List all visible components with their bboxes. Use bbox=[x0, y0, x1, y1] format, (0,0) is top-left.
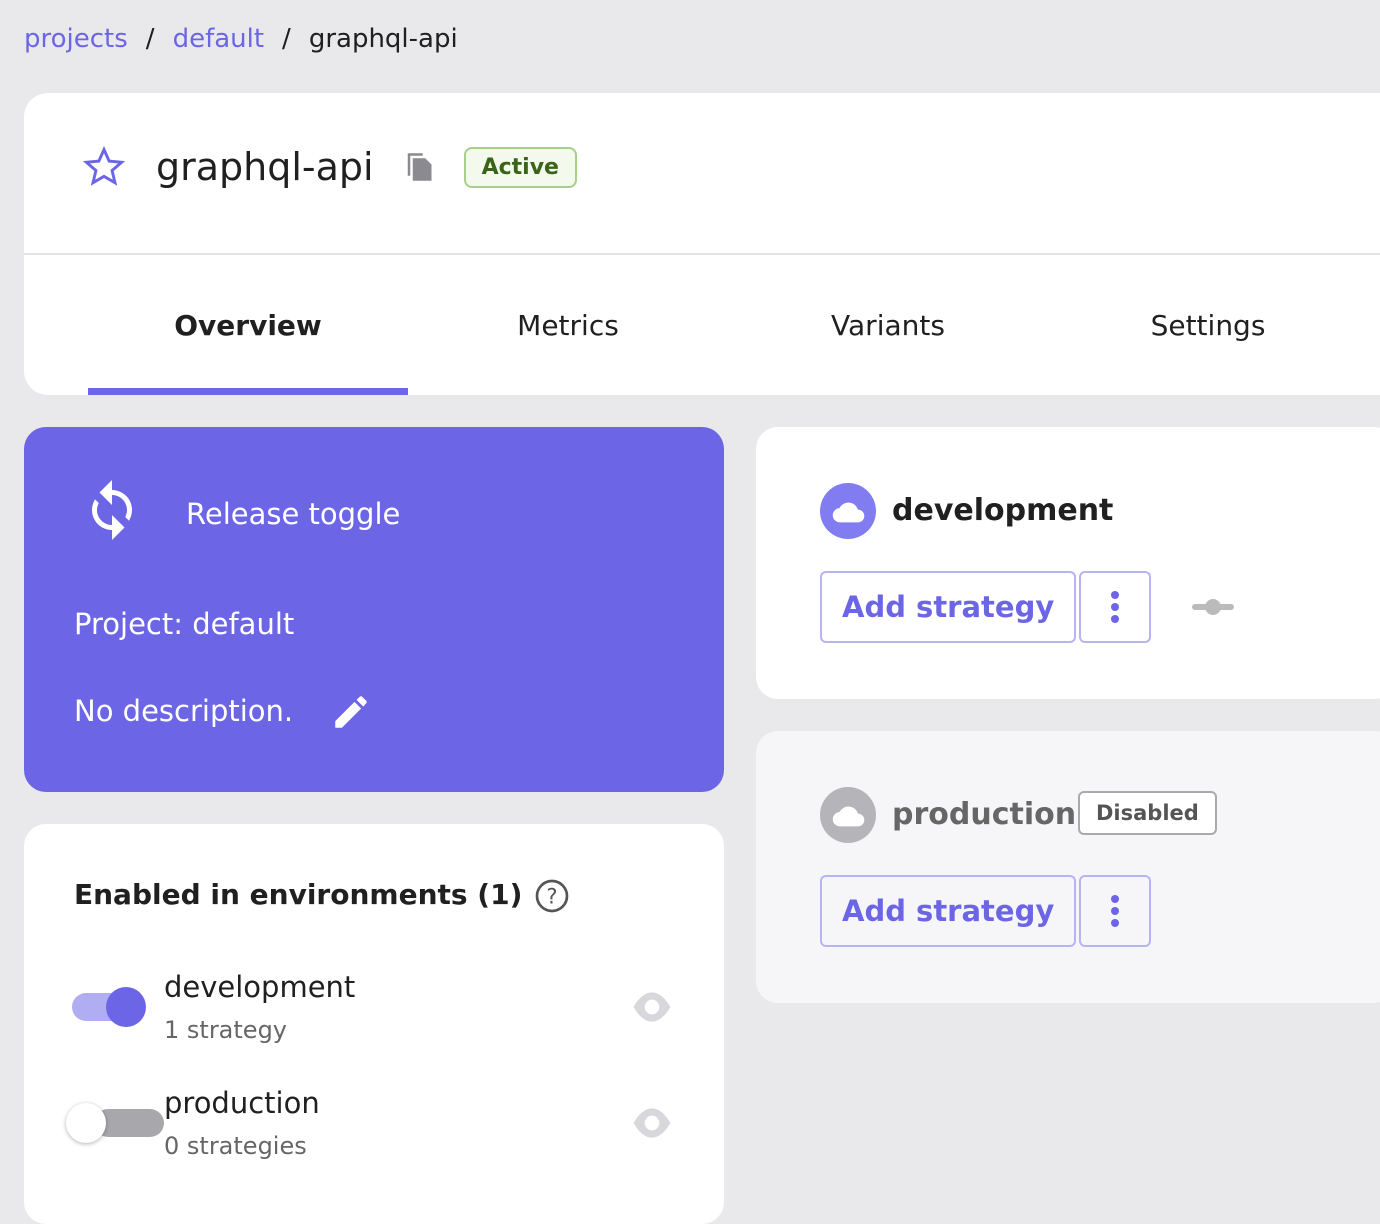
more-options-button[interactable] bbox=[1079, 571, 1151, 643]
cloud-icon bbox=[820, 483, 876, 539]
add-strategy-button[interactable]: Add strategy bbox=[820, 875, 1077, 947]
tab-variants[interactable]: Variants bbox=[831, 308, 945, 342]
divider bbox=[24, 253, 1380, 255]
toggle-type: Release toggle bbox=[186, 497, 401, 531]
tab-metrics[interactable]: Metrics bbox=[517, 308, 619, 342]
env-strategies: 0 strategies bbox=[164, 1132, 307, 1160]
env-strategies: 1 strategy bbox=[164, 1016, 287, 1044]
breadcrumb-current: graphql-api bbox=[308, 24, 458, 54]
cloud-icon bbox=[820, 787, 876, 843]
breadcrumb-default[interactable]: default bbox=[172, 24, 265, 54]
tab-overview[interactable]: Overview bbox=[88, 255, 408, 395]
breadcrumb: projects / default / graphql-api bbox=[24, 24, 458, 54]
eye-icon[interactable] bbox=[630, 990, 674, 1024]
env-card-development: development Add strategy bbox=[756, 427, 1380, 699]
breadcrumb-projects[interactable]: projects bbox=[24, 24, 128, 54]
drag-handle-icon[interactable] bbox=[1192, 595, 1234, 619]
help-icon[interactable]: ? bbox=[534, 878, 570, 914]
env-name: production bbox=[164, 1086, 320, 1120]
env-card-production: production Disabled Add strategy bbox=[756, 731, 1380, 1003]
panel-title: Enabled in environments (1) bbox=[74, 878, 523, 911]
env-card-title: production bbox=[892, 797, 1077, 832]
env-name: development bbox=[164, 970, 356, 1004]
tab-settings[interactable]: Settings bbox=[1150, 308, 1266, 342]
feature-header: graphql-api Active Overview Metrics Vari… bbox=[24, 93, 1380, 395]
status-badge: Active bbox=[463, 146, 577, 188]
more-options-button[interactable] bbox=[1079, 875, 1151, 947]
description: No description. bbox=[74, 694, 294, 728]
eye-icon[interactable] bbox=[630, 1106, 674, 1140]
refresh-icon bbox=[92, 480, 132, 540]
project-label: Project: default bbox=[74, 607, 295, 641]
disabled-badge: Disabled bbox=[1078, 791, 1217, 835]
separator: / bbox=[282, 24, 291, 54]
release-toggle-card: Release toggle Project: default No descr… bbox=[24, 427, 724, 792]
copy-icon[interactable] bbox=[404, 150, 434, 184]
star-icon[interactable] bbox=[82, 145, 126, 189]
feature-title: graphql-api bbox=[156, 145, 374, 189]
toggle-production[interactable] bbox=[66, 1103, 164, 1143]
svg-text:?: ? bbox=[546, 885, 557, 909]
env-card-title: development bbox=[892, 493, 1114, 528]
separator: / bbox=[145, 24, 155, 54]
edit-icon[interactable] bbox=[330, 691, 372, 733]
enabled-environments-panel: Enabled in environments (1) ? developmen… bbox=[24, 824, 724, 1224]
toggle-development[interactable] bbox=[72, 987, 146, 1027]
add-strategy-button[interactable]: Add strategy bbox=[820, 571, 1077, 643]
